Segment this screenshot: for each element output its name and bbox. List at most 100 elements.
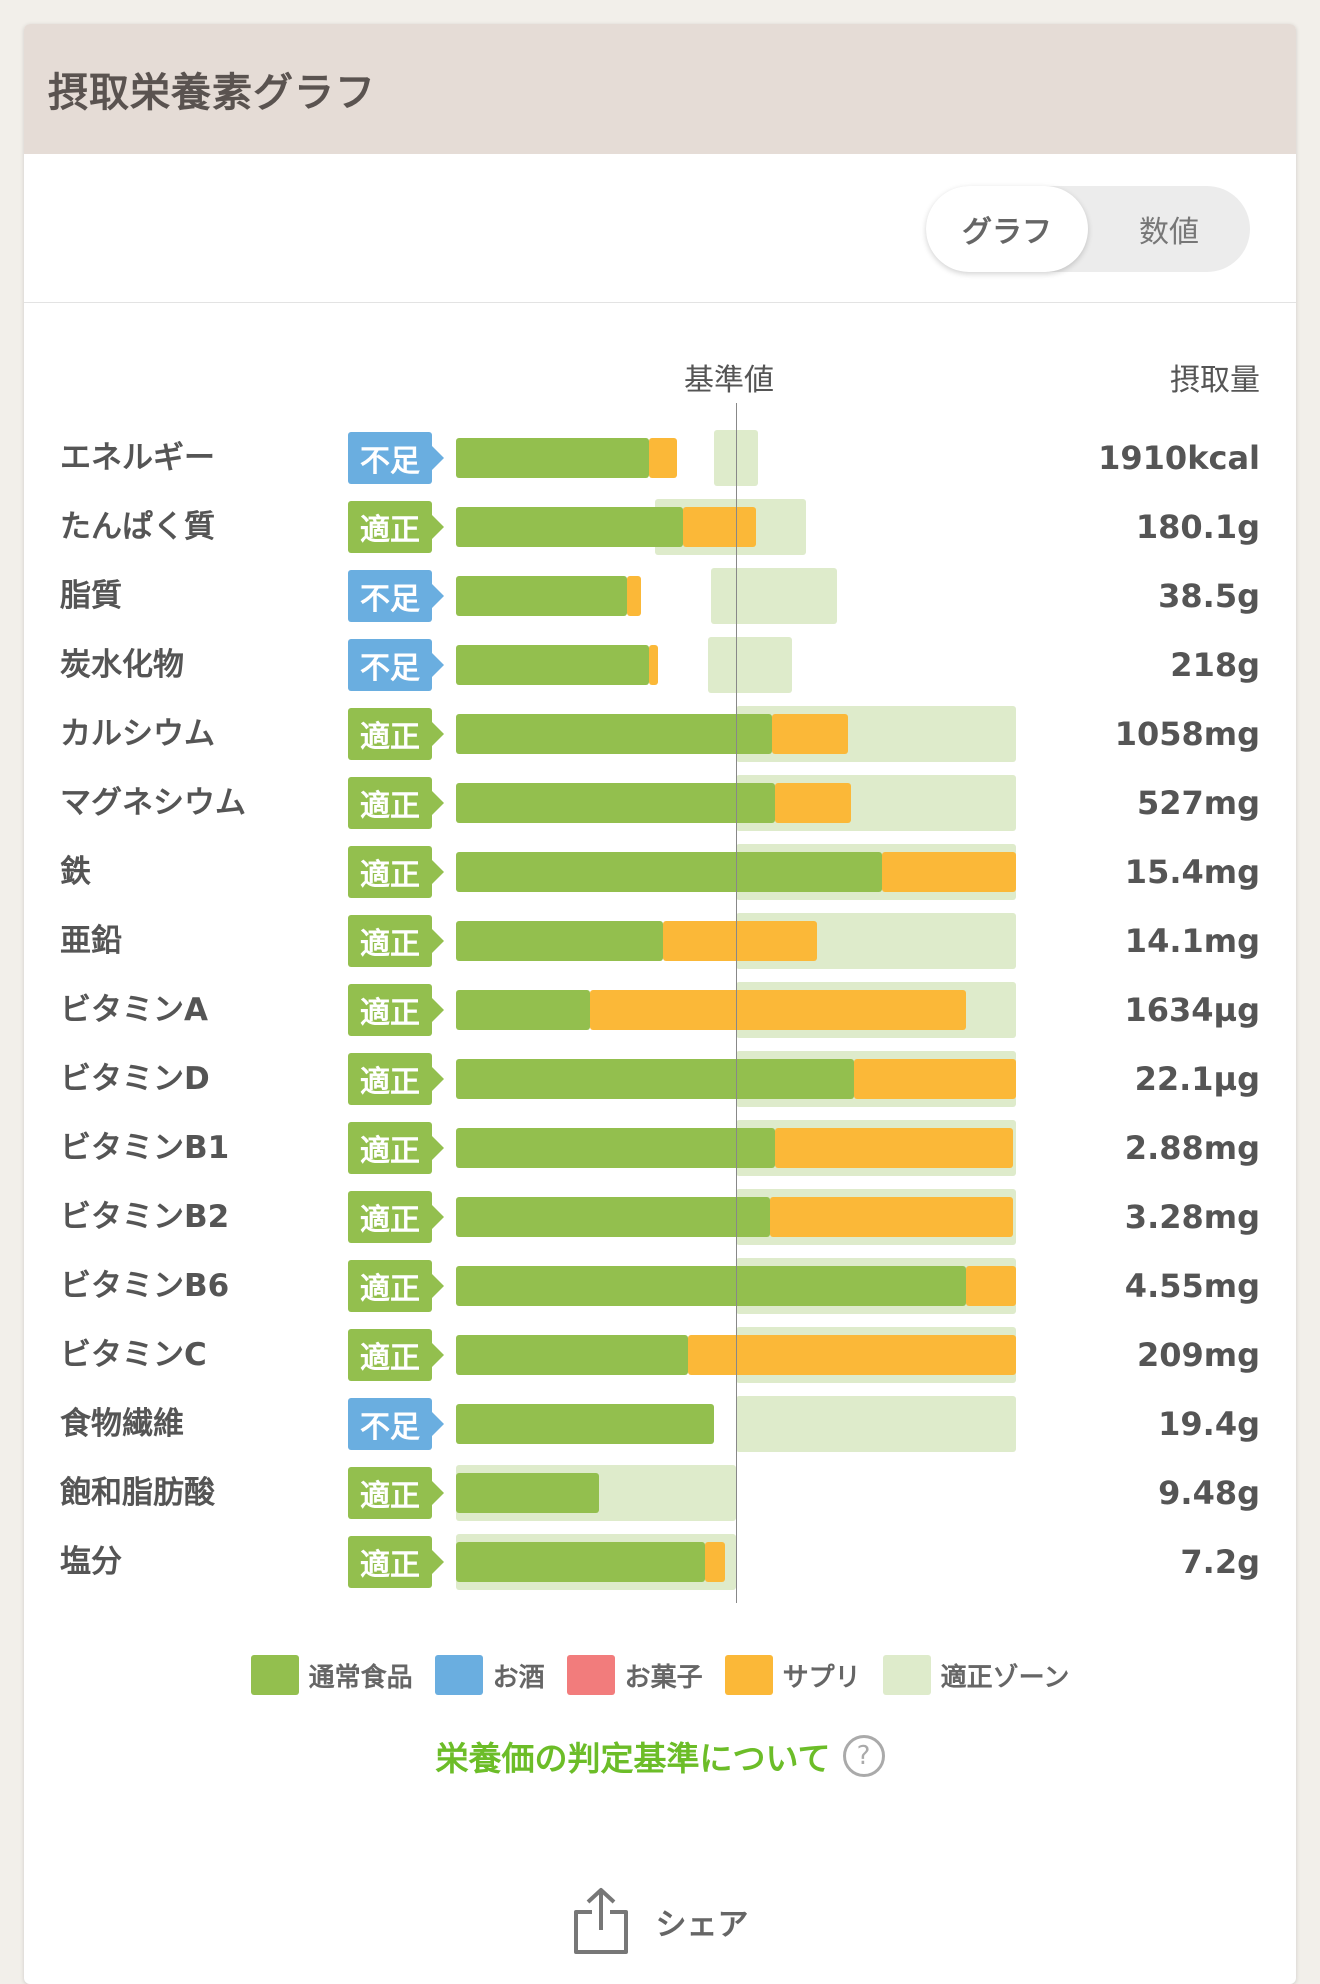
nutrient-row: 飽和脂肪酸 適正 9.48g <box>24 1465 1296 1521</box>
proper-zone <box>710 568 837 624</box>
nutrient-row: ビタミンB2 適正 3.28mg <box>24 1189 1296 1245</box>
bar-segment-通常食品 <box>456 507 683 547</box>
bar-segment-サプリ <box>881 852 1016 892</box>
nutrient-name: マグネシウム <box>60 785 246 821</box>
intake-value: 180.1g <box>1135 508 1260 546</box>
share-label[interactable]: シェア <box>655 1906 749 1943</box>
nutrient-name: 食物繊維 <box>60 1406 184 1442</box>
bar-segment-通常食品 <box>456 1542 706 1582</box>
nutrient-name: ビタミンD <box>60 1061 210 1097</box>
nutrient-name: たんぱく質 <box>60 509 215 545</box>
nutrient-name: 亜鉛 <box>60 923 122 959</box>
intake-value: 4.55mg <box>1124 1267 1260 1305</box>
bar-segment-サプリ <box>965 1266 1016 1306</box>
status-badge: 適正 <box>348 501 444 553</box>
bar-segment-サプリ <box>705 1542 725 1582</box>
intake-value: 14.1mg <box>1124 922 1260 960</box>
nutrient-graph-card: 摂取栄養素グラフ グラフ 数値 基準値 摂取量 エネルギー 不足 1910kcal た… <box>24 24 1296 1984</box>
bar-segment-通常食品 <box>456 1128 776 1168</box>
intake-value: 209mg <box>1136 1336 1260 1374</box>
bar-segment-サプリ <box>649 645 658 685</box>
nutrient-name: ビタミンB1 <box>60 1130 230 1166</box>
status-badge: 適正 <box>348 1122 444 1174</box>
toggle-number-button[interactable]: 数値 <box>1139 215 1199 250</box>
status-badge: 適正 <box>348 846 444 898</box>
intake-value: 2.88mg <box>1124 1129 1260 1167</box>
bar-segment-通常食品 <box>456 1335 689 1375</box>
view-toggle[interactable]: グラフ 数値 <box>926 186 1250 272</box>
legend-label: 通常食品 <box>308 1662 413 1693</box>
bar-segment-サプリ <box>853 1059 1016 1099</box>
bar-segment-サプリ <box>649 438 678 478</box>
bar-segment-通常食品 <box>456 990 591 1030</box>
intake-value: 218g <box>1170 646 1260 684</box>
status-badge: 適正 <box>348 984 444 1036</box>
status-badge: 適正 <box>348 1536 444 1588</box>
nutrient-name: ビタミンB2 <box>60 1199 230 1235</box>
proper-zone <box>708 637 792 693</box>
bar-segment-通常食品 <box>456 921 664 961</box>
bar-segment-サプリ <box>663 921 818 961</box>
bar-segment-サプリ <box>590 990 966 1030</box>
intake-value: 22.1µg <box>1134 1060 1260 1098</box>
status-badge: 適正 <box>348 1329 444 1381</box>
chart-legend: 通常食品 お酒 お菓子 サプリ 適正ゾーン <box>24 1655 1296 1695</box>
standard-reference-line <box>736 403 737 1603</box>
legend-item: サプリ <box>724 1655 861 1695</box>
status-badge: 適正 <box>348 1260 444 1312</box>
intake-value: 527mg <box>1136 784 1260 822</box>
bar-segment-通常食品 <box>456 714 773 754</box>
nutrient-row: 亜鉛 適正 14.1mg <box>24 913 1296 969</box>
nutrient-row: 塩分 適正 7.2g <box>24 1534 1296 1590</box>
bar-segment-通常食品 <box>456 783 776 823</box>
nutrient-name: 塩分 <box>60 1544 122 1580</box>
intake-column-header: 摂取量 <box>1170 363 1260 398</box>
toggle-graph-button[interactable]: グラフ <box>926 186 1088 272</box>
bar-segment-通常食品 <box>456 1266 966 1306</box>
status-badge: 不足 <box>348 570 444 622</box>
proper-zone <box>736 1396 1016 1452</box>
nutrient-name: 鉄 <box>60 854 91 890</box>
nutrient-name: 飽和脂肪酸 <box>60 1475 215 1511</box>
criteria-link-label[interactable]: 栄養価の判定基準について <box>435 1739 831 1778</box>
nutrient-row: マグネシウム 適正 527mg <box>24 775 1296 831</box>
intake-value: 1634µg <box>1124 991 1260 1029</box>
nutrient-row: 食物繊維 不足 19.4g <box>24 1396 1296 1452</box>
share-icon[interactable] <box>572 1886 630 1956</box>
legend-item: お菓子 <box>566 1655 703 1695</box>
nutrient-name: ビタミンA <box>60 992 208 1028</box>
nutrient-row: 炭水化物 不足 218g <box>24 637 1296 693</box>
help-icon[interactable]: ? <box>842 1735 885 1777</box>
criteria-link[interactable]: 栄養価の判定基準について ? <box>24 1732 1296 1780</box>
legend-label: 適正ゾーン <box>940 1662 1070 1693</box>
legend-swatch <box>882 1655 931 1695</box>
nutrient-row: カルシウム 適正 1058mg <box>24 706 1296 762</box>
bar-segment-サプリ <box>775 783 851 823</box>
intake-value: 1058mg <box>1114 715 1260 753</box>
nutrient-row: ビタミンB1 適正 2.88mg <box>24 1120 1296 1176</box>
legend-swatch <box>566 1655 615 1695</box>
nutrient-row: ビタミンC 適正 209mg <box>24 1327 1296 1383</box>
bar-segment-通常食品 <box>456 576 627 616</box>
status-badge: 不足 <box>348 1398 444 1450</box>
legend-label: お菓子 <box>624 1662 703 1693</box>
status-badge: 適正 <box>348 708 444 760</box>
intake-value: 15.4mg <box>1124 853 1260 891</box>
intake-value: 19.4g <box>1158 1405 1260 1443</box>
bar-segment-通常食品 <box>456 1473 599 1513</box>
bar-segment-サプリ <box>769 1197 1014 1237</box>
share-button[interactable]: シェア <box>24 1886 1296 1956</box>
nutrient-name: 脂質 <box>60 578 122 614</box>
bar-segment-通常食品 <box>456 852 882 892</box>
intake-value: 3.28mg <box>1124 1198 1260 1236</box>
bar-segment-通常食品 <box>456 1059 854 1099</box>
view-toggle-row: グラフ 数値 <box>24 154 1296 303</box>
intake-value: 38.5g <box>1158 577 1260 615</box>
nutrient-row: 鉄 適正 15.4mg <box>24 844 1296 900</box>
status-badge: 不足 <box>348 432 444 484</box>
legend-label: サプリ <box>782 1662 861 1693</box>
intake-value: 1910kcal <box>1098 439 1260 477</box>
legend-item: 適正ゾーン <box>882 1655 1070 1695</box>
nutrient-name: 炭水化物 <box>60 647 184 683</box>
status-badge: 適正 <box>348 1191 444 1243</box>
